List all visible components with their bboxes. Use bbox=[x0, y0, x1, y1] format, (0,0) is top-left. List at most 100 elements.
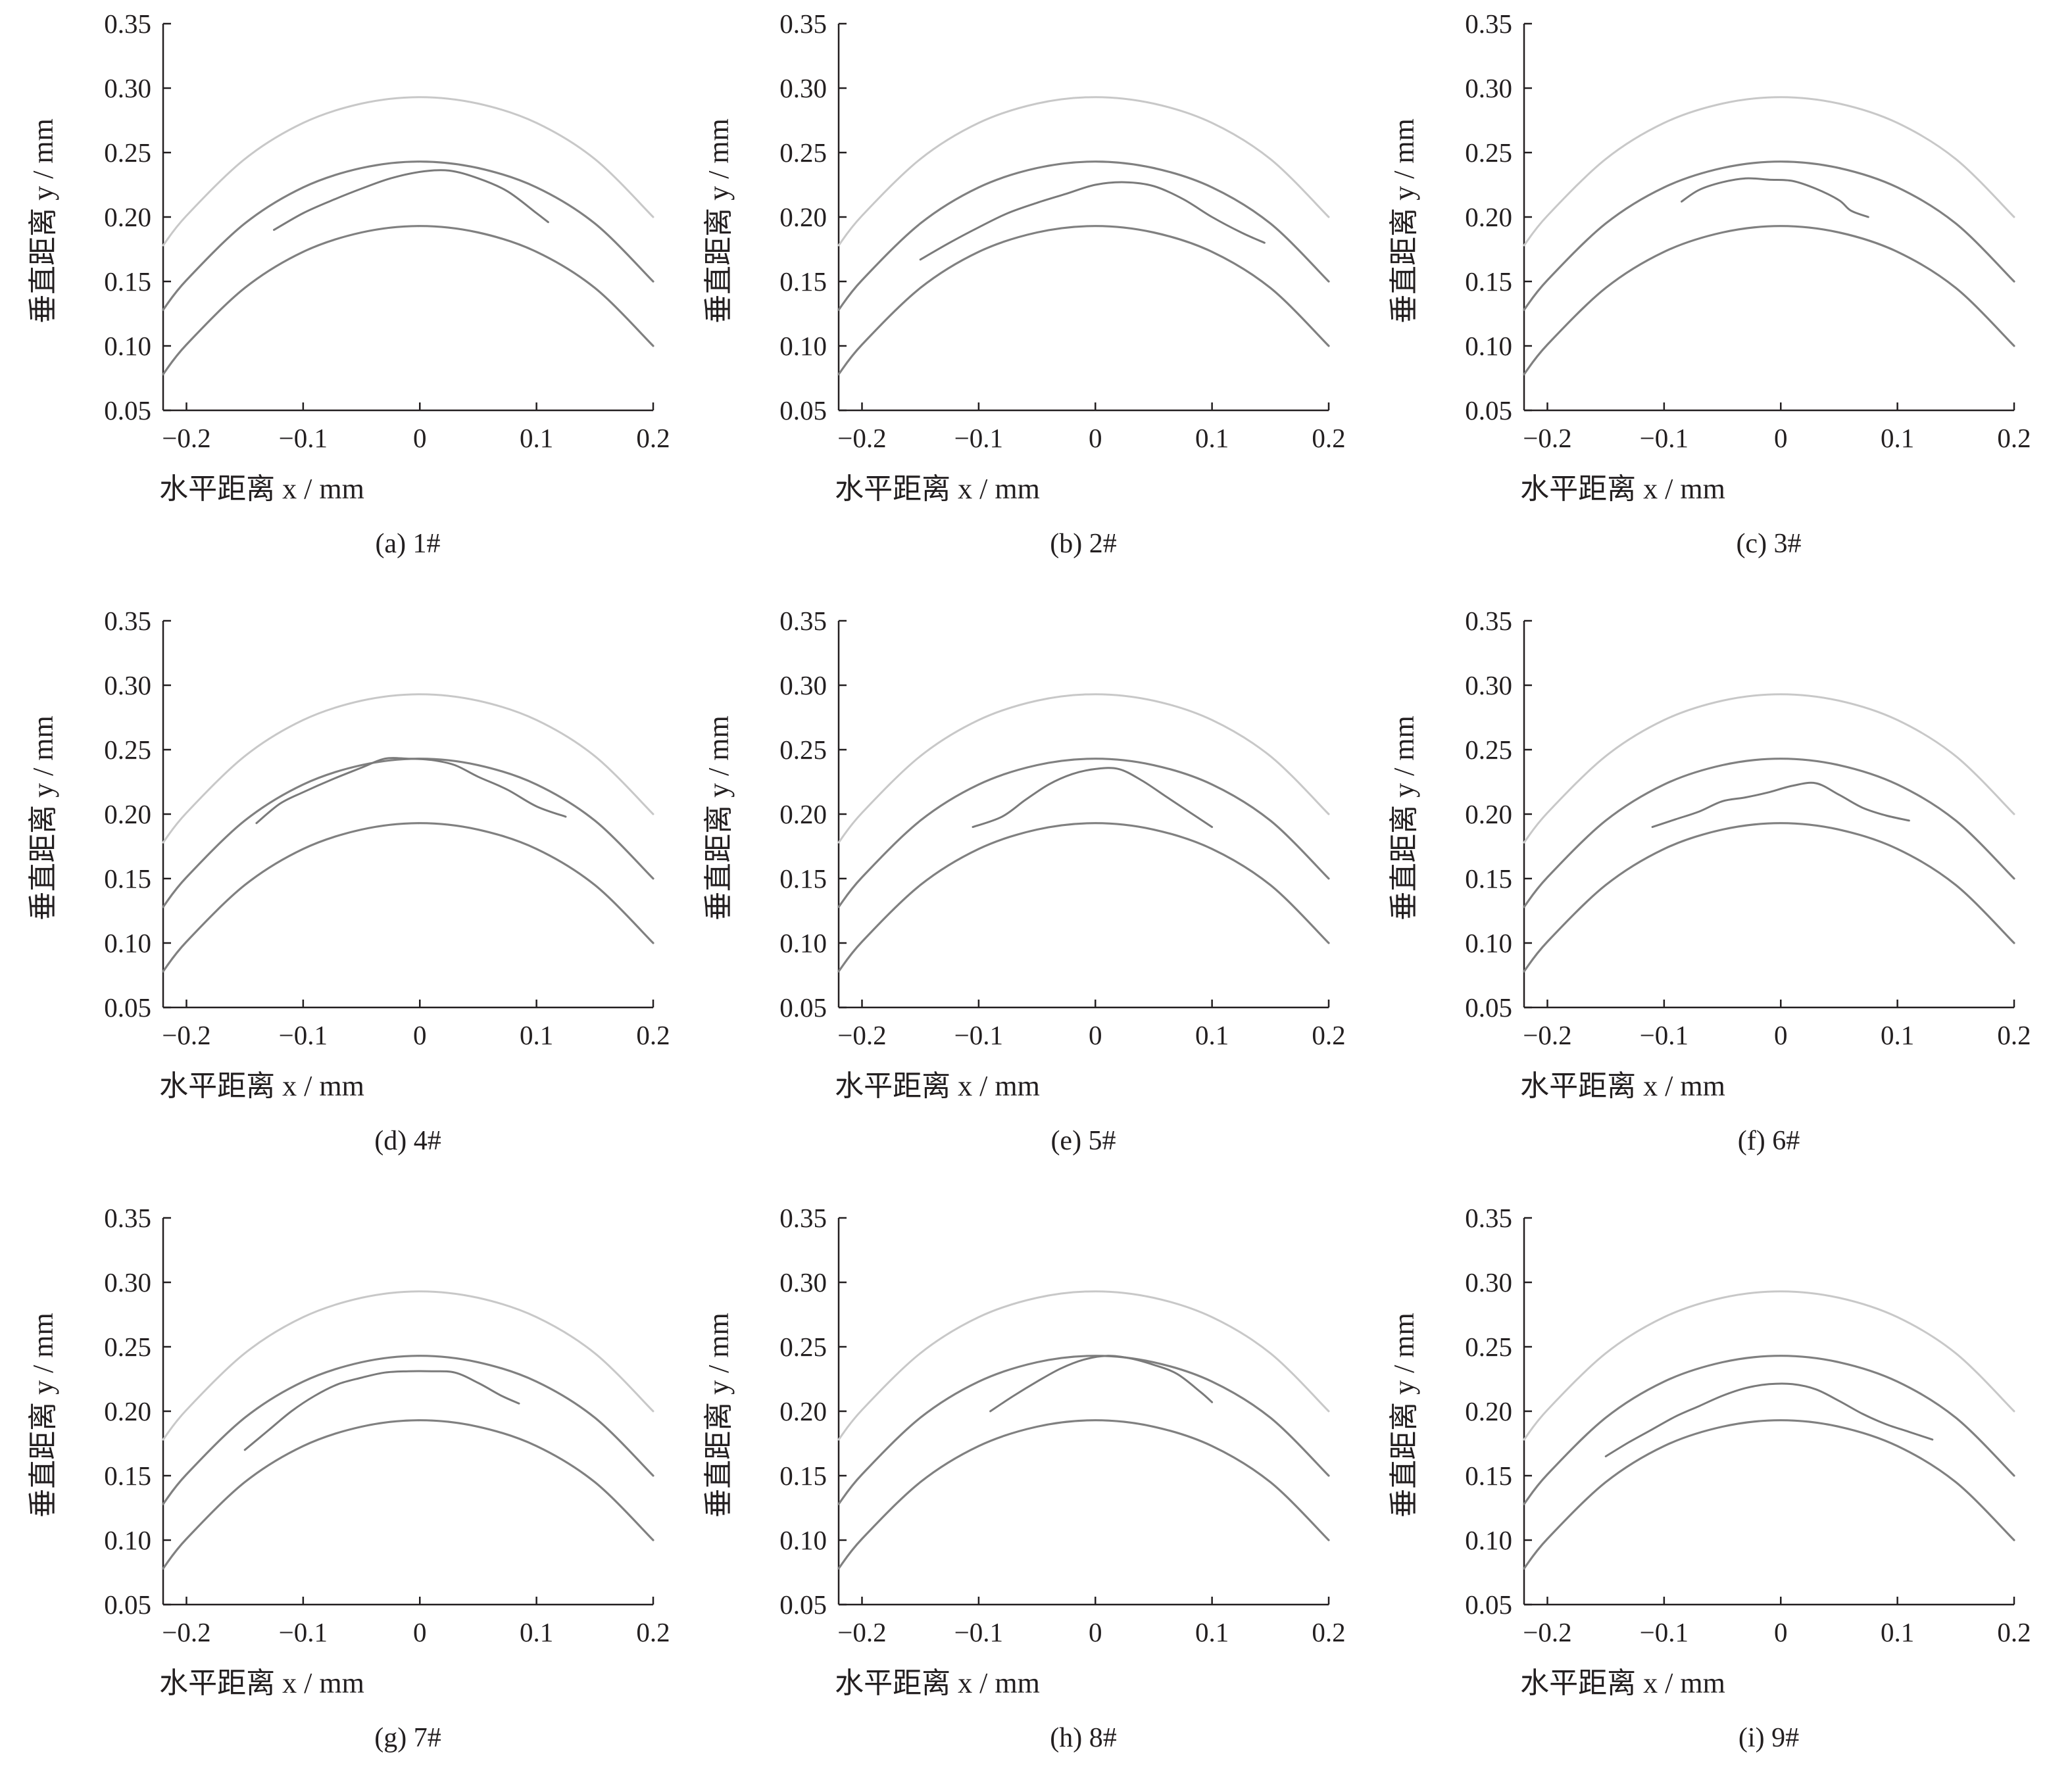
x-tick-label: 0.1 bbox=[1881, 1020, 1914, 1050]
series-line-lower bbox=[162, 1419, 654, 1570]
y-tick-label: 0.20 bbox=[779, 202, 827, 232]
y-tick-label: 0.35 bbox=[1465, 606, 1512, 636]
y-tick-label: 0.10 bbox=[104, 331, 151, 361]
x-tick-label: 0 bbox=[1089, 1617, 1102, 1647]
x-tick-label: −0.1 bbox=[1640, 1617, 1689, 1647]
y-axis-title: 垂直距离 y / mm bbox=[27, 118, 59, 324]
series-line-lower bbox=[1523, 1419, 2015, 1570]
chart-panel: 0.05 0.10 0.15 0.20 0.25 0.30 0.35 −0.2 −0.1 0 0.1… bbox=[1388, 606, 2031, 1156]
x-tick-label: 0 bbox=[1089, 1020, 1102, 1050]
series-line-middle bbox=[1523, 758, 2015, 908]
series-line-middle bbox=[1523, 1355, 2015, 1505]
y-tick-label: 0.30 bbox=[104, 670, 151, 700]
x-tick-label: −0.1 bbox=[954, 1020, 1003, 1050]
x-axis-title: 水平距离 x / mm bbox=[1520, 1667, 1725, 1699]
x-axis-title: 水平距离 x / mm bbox=[835, 1667, 1040, 1699]
y-tick-label: 0.10 bbox=[104, 928, 151, 958]
series-line-lower bbox=[162, 225, 654, 375]
y-axis-title: 垂直距离 y / mm bbox=[703, 715, 735, 921]
x-tick-label: 0 bbox=[1089, 423, 1102, 453]
x-tick-label: −0.1 bbox=[279, 1617, 328, 1647]
series-line-outer bbox=[162, 1290, 654, 1441]
x-tick-label: 0.1 bbox=[1881, 1617, 1914, 1647]
x-axis-title: 水平距离 x / mm bbox=[835, 1070, 1040, 1102]
series-line-outer bbox=[837, 693, 1330, 844]
x-tick-label: 0.2 bbox=[1997, 423, 2031, 453]
x-tick-label: −0.2 bbox=[162, 423, 210, 453]
series-line-measured bbox=[1651, 781, 1910, 829]
series-line-middle bbox=[837, 160, 1330, 311]
y-tick-label: 0.15 bbox=[779, 1461, 827, 1491]
y-tick-label: 0.30 bbox=[779, 73, 827, 103]
y-tick-label: 0.35 bbox=[1465, 9, 1512, 39]
y-tick-label: 0.15 bbox=[104, 1461, 151, 1491]
y-tick-label: 0.05 bbox=[1465, 992, 1512, 1023]
x-tick-label: 0.2 bbox=[1312, 1020, 1345, 1050]
x-tick-label: 0.2 bbox=[1312, 423, 1345, 453]
x-tick-label: 0.2 bbox=[636, 423, 670, 453]
x-tick-label: 0.2 bbox=[636, 1617, 670, 1647]
y-tick-label: 0.25 bbox=[1465, 735, 1512, 765]
y-tick-label: 0.05 bbox=[104, 992, 151, 1023]
x-tick-label: 0 bbox=[413, 1020, 427, 1050]
x-tick-label: 0.2 bbox=[1997, 1617, 2031, 1647]
series-line-middle bbox=[162, 160, 654, 311]
y-tick-label: 0.05 bbox=[104, 1589, 151, 1620]
y-tick-label: 0.20 bbox=[104, 1396, 151, 1426]
y-tick-label: 0.20 bbox=[1465, 1396, 1512, 1426]
y-tick-label: 0.10 bbox=[1465, 1525, 1512, 1555]
x-tick-label: 0.1 bbox=[520, 1020, 553, 1050]
series-line-outer bbox=[1523, 96, 2015, 247]
x-tick-label: 0.2 bbox=[636, 1020, 670, 1050]
y-tick-label: 0.20 bbox=[1465, 799, 1512, 829]
x-tick-label: −0.2 bbox=[1523, 1617, 1571, 1647]
y-axis-title: 垂直距离 y / mm bbox=[703, 118, 735, 324]
y-tick-label: 0.10 bbox=[104, 1525, 151, 1555]
y-tick-label: 0.35 bbox=[104, 9, 151, 39]
y-axis-title: 垂直距离 y / mm bbox=[1388, 715, 1420, 921]
y-axis-title: 垂直距离 y / mm bbox=[1388, 1313, 1420, 1518]
x-axis-title: 水平距离 x / mm bbox=[159, 1667, 364, 1699]
x-tick-label: −0.2 bbox=[162, 1617, 210, 1647]
y-tick-label: 0.25 bbox=[1465, 137, 1512, 168]
x-tick-label: −0.2 bbox=[837, 1020, 886, 1050]
chart-panel: 0.05 0.10 0.15 0.20 0.25 0.30 0.35 −0.2 −0.1 0 0.1… bbox=[27, 1203, 670, 1753]
series-line-lower bbox=[162, 822, 654, 973]
series-line-middle bbox=[837, 758, 1330, 908]
y-tick-label: 0.10 bbox=[1465, 928, 1512, 958]
y-tick-label: 0.15 bbox=[1465, 266, 1512, 297]
y-tick-label: 0.10 bbox=[779, 928, 827, 958]
x-tick-label: −0.2 bbox=[1523, 1020, 1571, 1050]
x-tick-label: 0 bbox=[1774, 423, 1788, 453]
y-tick-label: 0.30 bbox=[1465, 670, 1512, 700]
series-line-measured bbox=[1681, 177, 1869, 218]
series-line-middle bbox=[837, 1355, 1330, 1505]
y-tick-label: 0.30 bbox=[104, 1267, 151, 1297]
series-line-measured bbox=[1604, 1382, 1934, 1458]
x-tick-label: 0.1 bbox=[520, 1617, 553, 1647]
x-tick-label: 0.1 bbox=[1195, 1020, 1229, 1050]
series-line-lower bbox=[1523, 225, 2015, 375]
series-line-outer bbox=[162, 96, 654, 247]
y-tick-label: 0.25 bbox=[779, 735, 827, 765]
series-line-measured bbox=[919, 181, 1266, 261]
y-tick-label: 0.35 bbox=[104, 606, 151, 636]
x-tick-label: 0 bbox=[413, 1617, 427, 1647]
x-axis-title: 水平距离 x / mm bbox=[835, 473, 1040, 505]
y-axis-title: 垂直距离 y / mm bbox=[27, 1313, 59, 1518]
y-tick-label: 0.15 bbox=[779, 863, 827, 894]
x-axis-title: 水平距离 x / mm bbox=[1520, 473, 1725, 505]
y-tick-label: 0.10 bbox=[779, 331, 827, 361]
panel-caption: (c) 3# bbox=[1736, 529, 1801, 559]
x-tick-label: 0.1 bbox=[1881, 423, 1914, 453]
x-tick-label: 0 bbox=[413, 423, 427, 453]
y-tick-label: 0.30 bbox=[1465, 1267, 1512, 1297]
x-tick-label: −0.1 bbox=[279, 1020, 328, 1050]
y-tick-label: 0.15 bbox=[104, 266, 151, 297]
y-tick-label: 0.35 bbox=[779, 1203, 827, 1233]
x-tick-label: −0.2 bbox=[1523, 423, 1571, 453]
panel-caption: (a) 1# bbox=[375, 529, 440, 559]
series-line-outer bbox=[837, 1290, 1330, 1441]
y-tick-label: 0.10 bbox=[1465, 331, 1512, 361]
series-line-outer bbox=[837, 96, 1330, 247]
